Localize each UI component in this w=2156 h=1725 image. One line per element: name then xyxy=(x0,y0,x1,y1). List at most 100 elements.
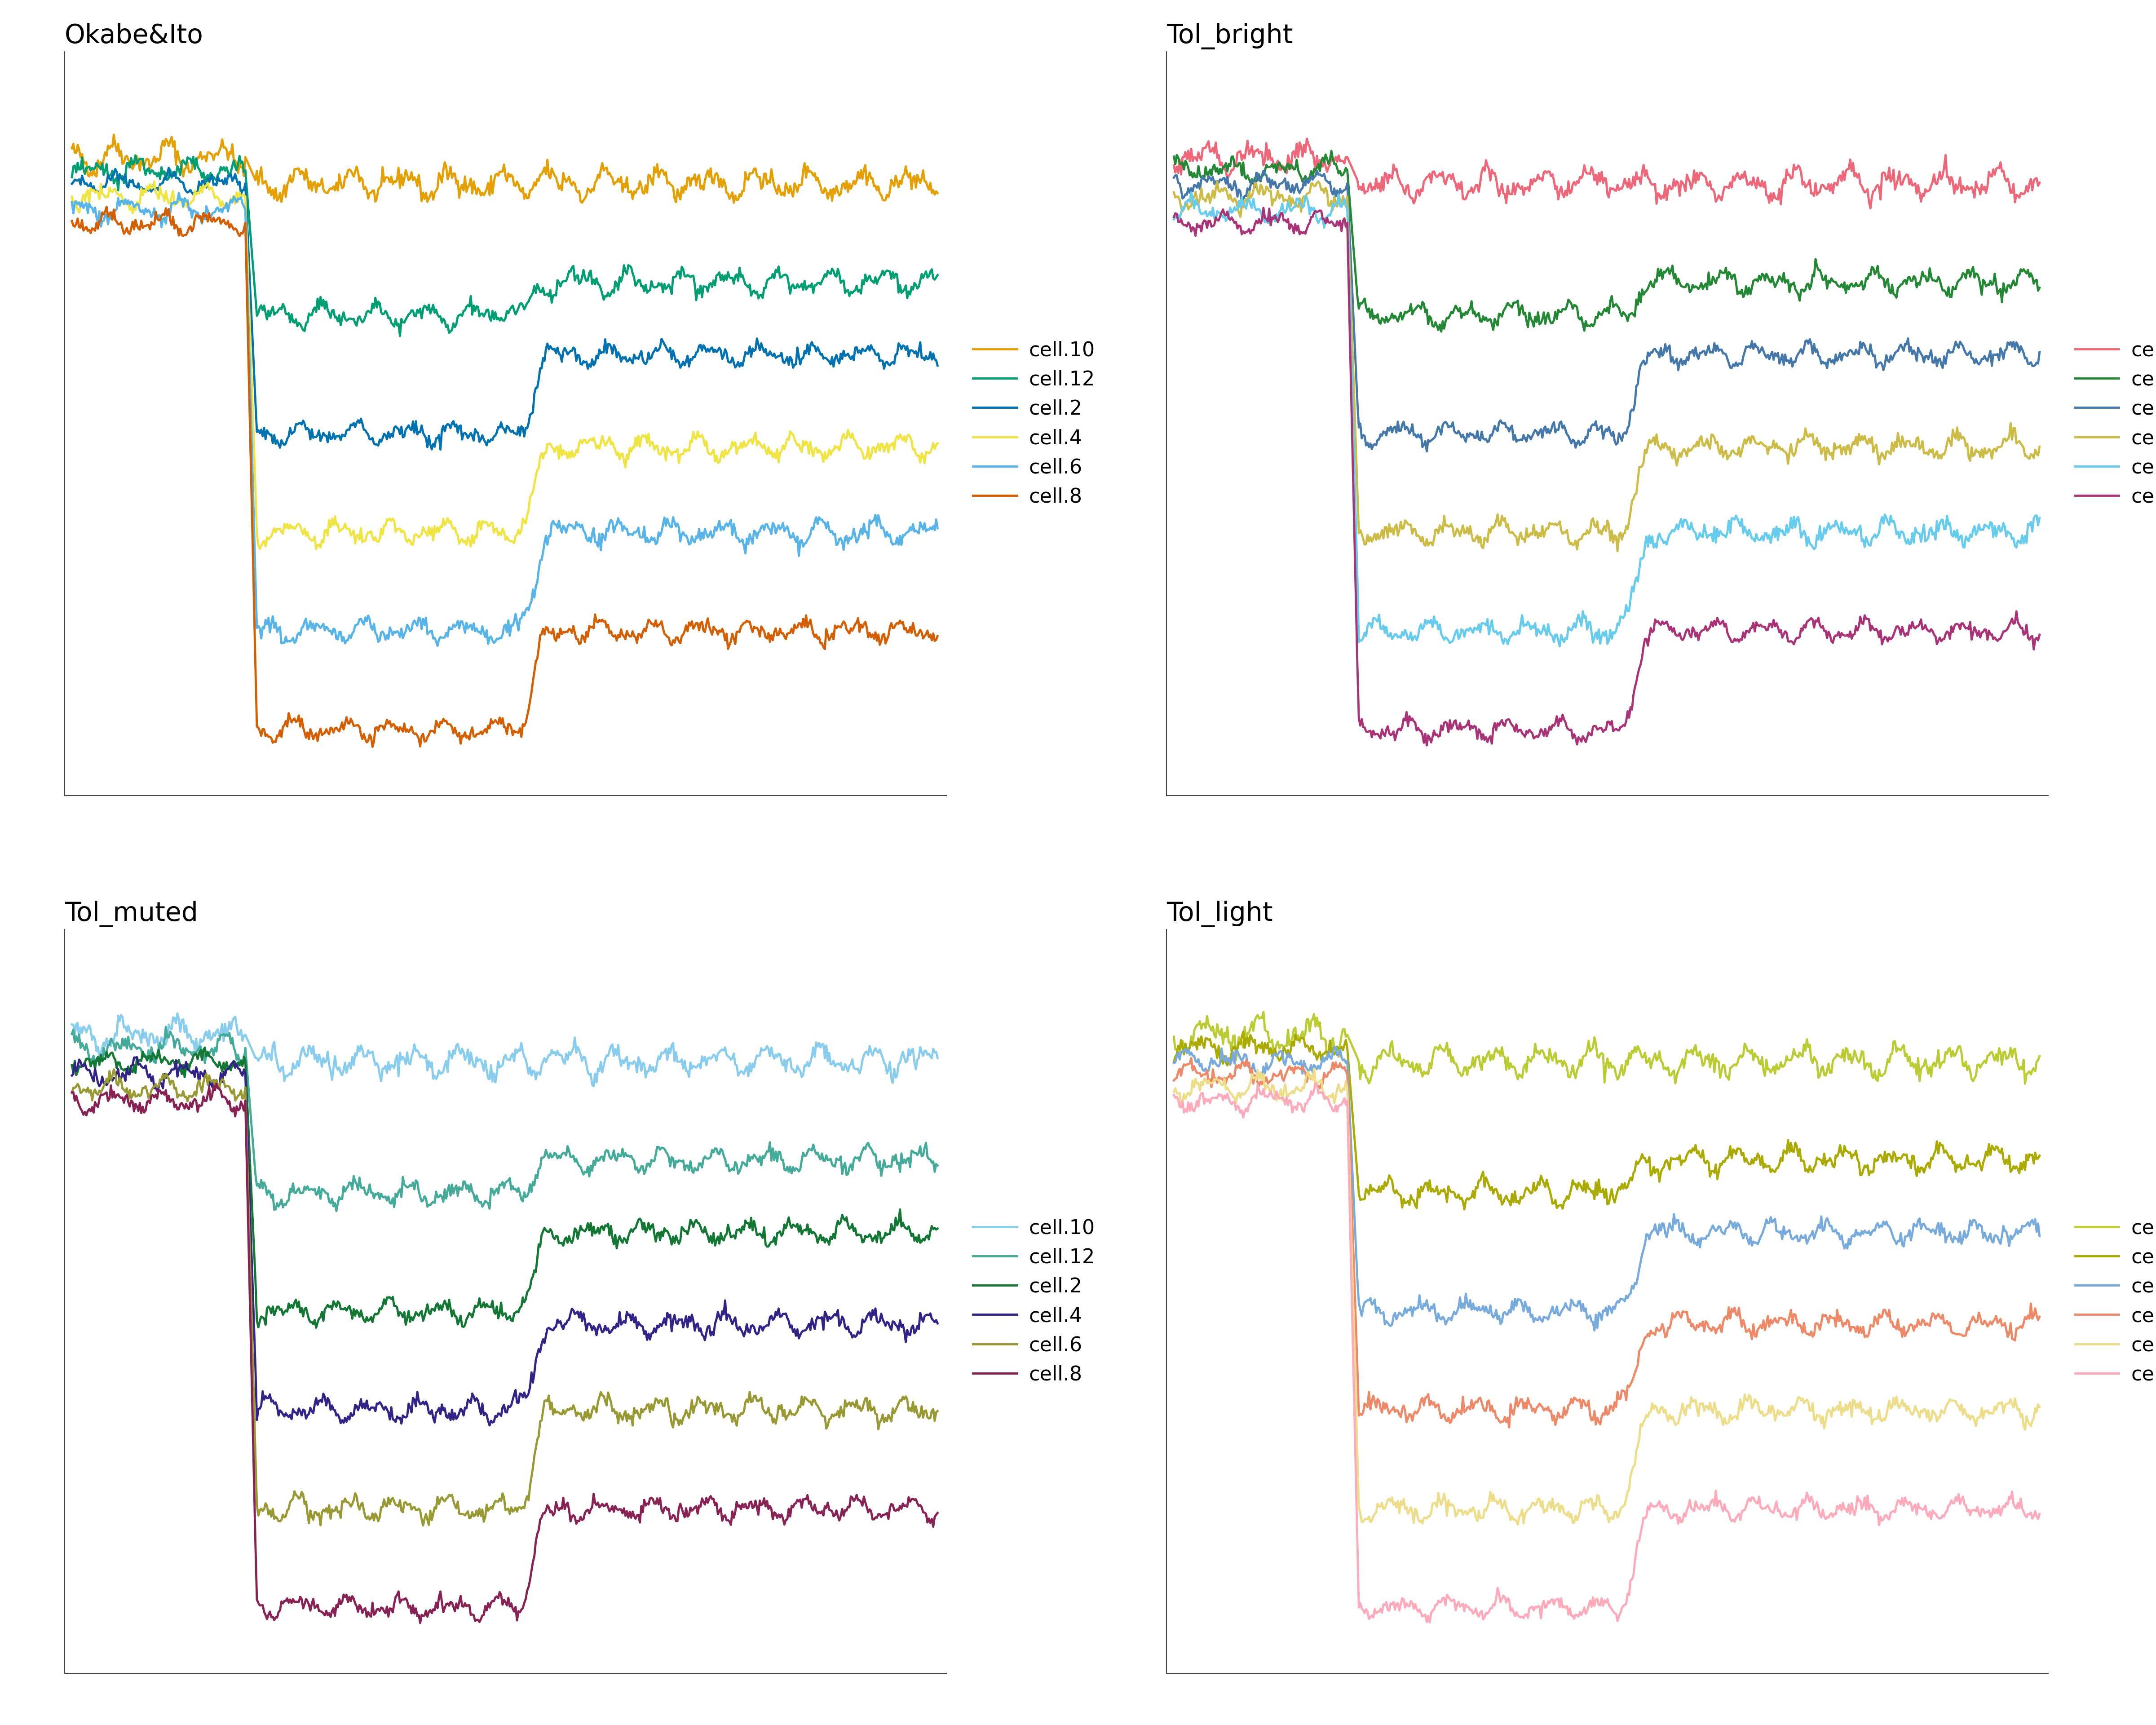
cell.4 xyxy=(1160,181,1186,202)
Line: cell.4: cell.4 xyxy=(1173,1057,2040,1427)
cell.4 xyxy=(125,1047,151,1068)
cell.2 xyxy=(2027,1226,2053,1247)
cell.12 xyxy=(1554,290,1580,310)
Legend: cell.10, cell.12, cell.2, cell.4, cell.6, cell.8: cell.10, cell.12, cell.2, cell.4, cell.6… xyxy=(2068,333,2156,514)
Legend: cell.10, cell.12, cell.2, cell.4, cell.6, cell.8: cell.10, cell.12, cell.2, cell.4, cell.6… xyxy=(966,333,1104,514)
Line: cell.4: cell.4 xyxy=(71,181,938,549)
cell.12 xyxy=(388,326,414,347)
cell.12 xyxy=(282,1183,308,1204)
cell.2 xyxy=(2027,342,2053,362)
cell.12 xyxy=(1160,1052,1186,1073)
cell.2 xyxy=(571,1221,597,1242)
cell.4 xyxy=(2027,436,2053,457)
cell.6 xyxy=(1505,1515,1531,1535)
Line: cell.12: cell.12 xyxy=(1173,1032,2040,1209)
cell.8 xyxy=(925,626,951,647)
cell.8 xyxy=(1554,1604,1580,1625)
cell.8 xyxy=(2027,624,2053,645)
cell.2 xyxy=(58,1056,84,1076)
cell.8 xyxy=(1416,1613,1442,1634)
cell.10 xyxy=(2027,1045,2053,1066)
cell.12 xyxy=(714,269,740,290)
Line: cell.6: cell.6 xyxy=(1173,193,2040,647)
cell.6 xyxy=(1384,1490,1410,1511)
cell.10 xyxy=(58,138,84,159)
cell.12 xyxy=(1384,310,1410,331)
cell.12 xyxy=(1742,269,1768,290)
Line: cell.8: cell.8 xyxy=(71,1083,938,1623)
cell.8 xyxy=(571,1502,597,1523)
Line: cell.12: cell.12 xyxy=(71,1026,938,1211)
cell.8 xyxy=(1160,1085,1186,1106)
cell.2 xyxy=(925,355,951,376)
Line: cell.6: cell.6 xyxy=(1173,1068,2040,1525)
cell.6 xyxy=(1815,512,1841,533)
cell.8 xyxy=(714,623,740,643)
cell.4 xyxy=(1160,1070,1186,1090)
cell.12 xyxy=(323,1201,349,1221)
cell.10 xyxy=(1384,166,1410,186)
cell.12 xyxy=(1673,274,1699,295)
cell.6 xyxy=(1815,1399,1841,1420)
cell.10 xyxy=(213,1025,239,1045)
cell.8 xyxy=(925,1502,951,1523)
cell.4 xyxy=(1496,1416,1522,1437)
cell.8 xyxy=(1742,1490,1768,1511)
cell.6 xyxy=(1742,531,1768,552)
cell.2 xyxy=(1583,1320,1608,1340)
cell.2 xyxy=(282,414,308,435)
Line: cell.2: cell.2 xyxy=(71,1047,938,1328)
cell.6 xyxy=(1742,1389,1768,1409)
cell.4 xyxy=(282,1402,308,1423)
cell.4 xyxy=(571,1311,597,1332)
cell.10 xyxy=(1160,1026,1186,1047)
cell.6 xyxy=(1160,209,1186,229)
cell.10 xyxy=(2027,172,2053,193)
cell.4 xyxy=(1742,431,1768,452)
cell.4 xyxy=(213,1059,239,1080)
cell.8 xyxy=(1384,1594,1410,1615)
cell.10 xyxy=(1740,167,1766,188)
cell.2 xyxy=(213,1052,239,1073)
cell.4 xyxy=(1815,440,1841,461)
cell.10 xyxy=(1554,1057,1580,1078)
cell.8 xyxy=(453,1596,479,1616)
cell.6 xyxy=(453,612,479,633)
cell.8 xyxy=(282,712,308,733)
cell.8 xyxy=(640,614,666,635)
cell.12 xyxy=(714,1156,740,1176)
cell.2 xyxy=(1160,1052,1186,1073)
cell.4 xyxy=(640,433,666,454)
cell.10 xyxy=(453,1049,479,1069)
cell.12 xyxy=(58,167,84,188)
cell.8 xyxy=(1742,621,1768,642)
cell.12 xyxy=(153,1016,179,1037)
cell.12 xyxy=(925,1156,951,1176)
cell.6 xyxy=(714,512,740,533)
cell.4 xyxy=(142,171,168,191)
cell.6 xyxy=(1384,628,1410,649)
cell.6 xyxy=(166,183,192,204)
cell.10 xyxy=(213,140,239,160)
cell.2 xyxy=(1322,1037,1348,1057)
cell.2 xyxy=(213,174,239,195)
cell.6 xyxy=(101,1059,127,1080)
cell.4 xyxy=(571,430,597,450)
cell.8 xyxy=(1673,619,1699,640)
cell.8 xyxy=(213,1088,239,1109)
cell.2 xyxy=(1742,333,1768,354)
cell.6 xyxy=(58,1083,84,1104)
cell.4 xyxy=(714,1309,740,1330)
cell.8 xyxy=(1315,212,1341,233)
Line: cell.10: cell.10 xyxy=(71,1013,938,1087)
cell.12 xyxy=(571,267,597,288)
cell.8 xyxy=(1815,1508,1841,1528)
cell.8 xyxy=(407,1613,433,1634)
cell.10 xyxy=(571,1047,597,1068)
cell.12 xyxy=(1315,148,1341,169)
cell.6 xyxy=(1160,1082,1186,1102)
cell.2 xyxy=(427,440,453,461)
cell.10 xyxy=(1813,178,1839,198)
cell.6 xyxy=(571,1402,597,1423)
cell.4 xyxy=(1315,1063,1341,1083)
